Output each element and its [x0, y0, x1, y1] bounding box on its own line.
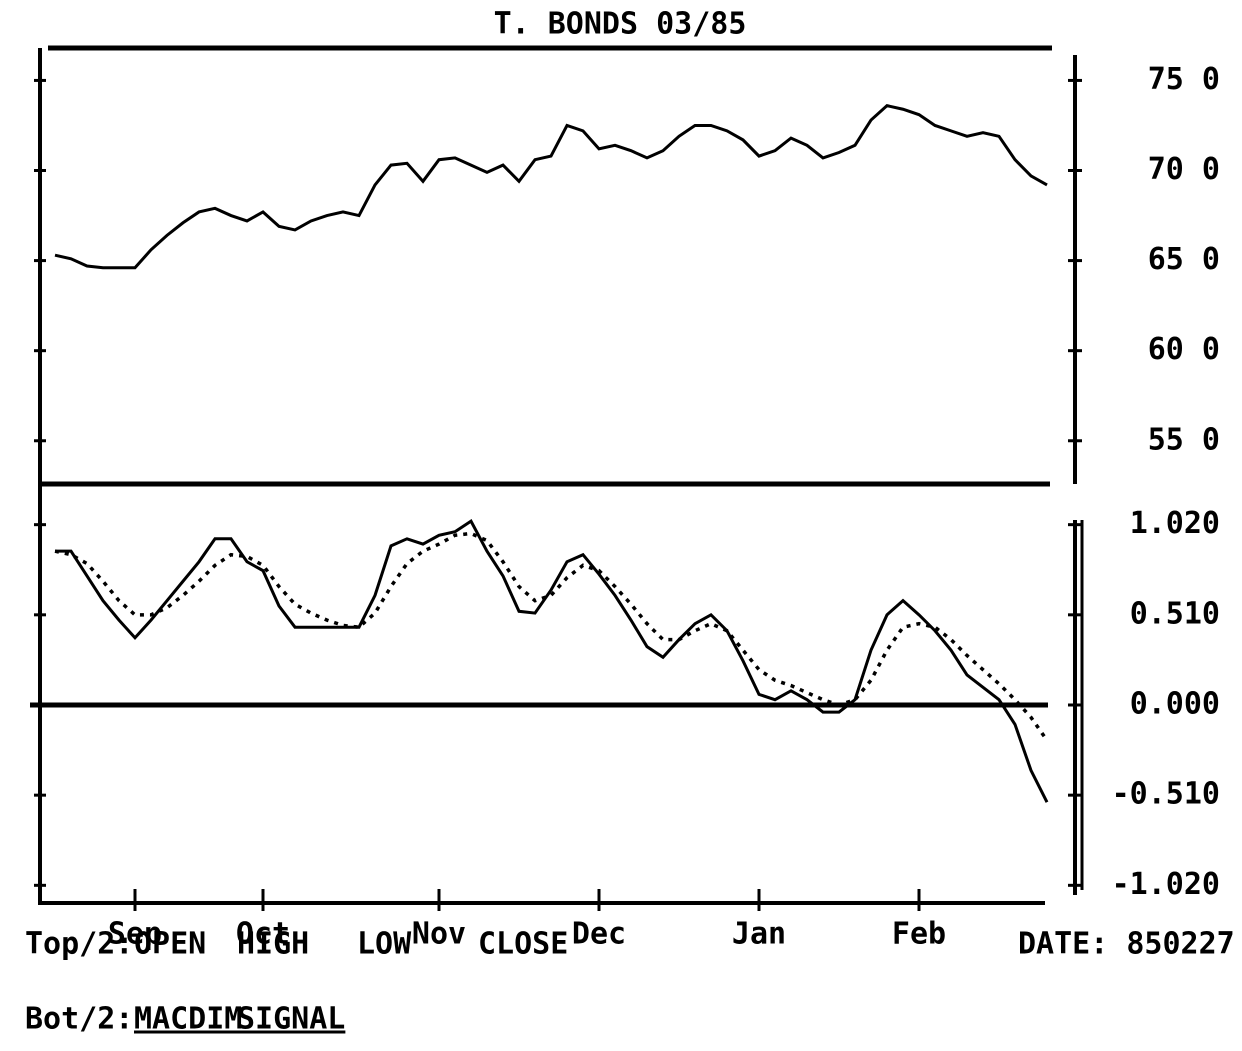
- y-tick-label: -0.510: [1112, 777, 1220, 812]
- y-tick-label: 55 0: [1148, 422, 1220, 457]
- footer-text: Top/2:: [25, 927, 133, 962]
- x-tick-label: Dec: [572, 917, 626, 952]
- y-tick-label: -1.020: [1112, 867, 1220, 902]
- y-tick-label: 0.510: [1130, 596, 1220, 631]
- date-label: DATE: 850227: [1018, 927, 1235, 962]
- chart-title: T. BONDS 03/85: [494, 7, 747, 42]
- legend-entry: SIGNAL: [237, 1002, 345, 1037]
- x-tick-label: Feb: [892, 917, 946, 952]
- footer-text: Bot/2:: [25, 1002, 133, 1037]
- footer-text: LOW: [357, 927, 412, 962]
- x-tick-label: Oct: [236, 917, 290, 952]
- x-tick-label: Nov: [412, 917, 466, 952]
- legend-entry: CLOSE: [478, 927, 568, 962]
- y-tick-label: 1.020: [1130, 506, 1220, 541]
- footer-text: OPEN: [134, 927, 206, 962]
- y-tick-label: 60 0: [1148, 332, 1220, 367]
- x-tick-label: Sep: [108, 917, 162, 952]
- y-tick-label: 0.000: [1130, 686, 1220, 721]
- y-tick-label: 70 0: [1148, 152, 1220, 187]
- series-line: [55, 518, 1049, 803]
- series-line: [54, 104, 1048, 270]
- series-line: [54, 531, 1049, 742]
- legend-entry: MACDIM: [134, 1002, 242, 1037]
- y-tick-label: 75 0: [1148, 62, 1220, 97]
- x-tick-label: Jan: [732, 917, 786, 952]
- y-tick-label: 65 0: [1148, 242, 1220, 277]
- footer-text: HIGH: [237, 927, 309, 962]
